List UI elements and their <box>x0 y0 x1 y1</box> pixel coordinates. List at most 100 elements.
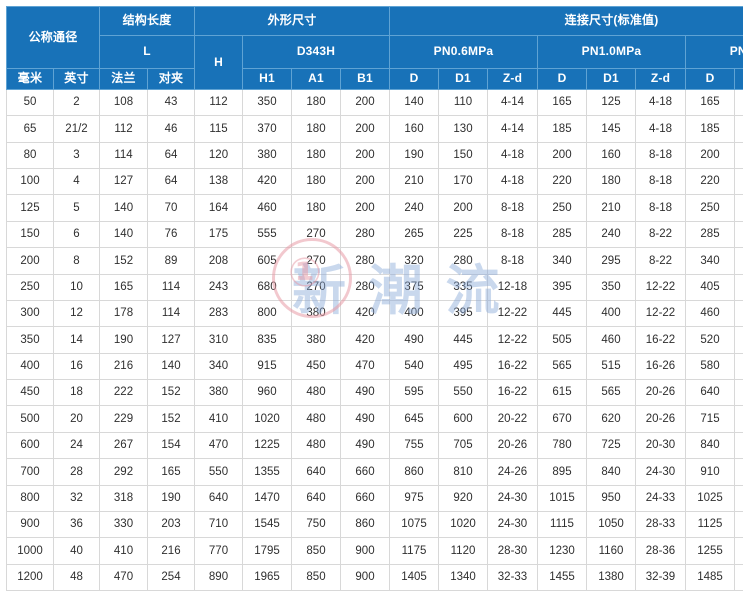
table-cell: 152 <box>148 406 195 432</box>
table-cell: 200 <box>538 142 587 168</box>
table-cell: 178 <box>100 300 148 326</box>
table-cell: 20-22 <box>488 406 538 432</box>
table-cell: 810 <box>439 459 488 485</box>
table-cell: 16-22 <box>636 327 686 353</box>
table-cell: 755 <box>390 432 439 458</box>
table-cell: 180 <box>292 195 341 221</box>
table-cell: 200 <box>341 116 390 142</box>
table-cell: 670 <box>538 406 587 432</box>
table-cell: 180 <box>292 142 341 168</box>
table-cell: 150 <box>439 142 488 168</box>
table-cell: 1050 <box>587 512 636 538</box>
table-cell: 470 <box>195 432 243 458</box>
table-cell: 890 <box>195 564 243 590</box>
table-cell: 16 <box>54 353 100 379</box>
table-cell: 185 <box>538 116 587 142</box>
table-cell: 895 <box>538 459 587 485</box>
table-cell: 1455 <box>538 564 587 590</box>
table-cell: 525 <box>735 353 743 379</box>
table-cell: 200 <box>341 142 390 168</box>
table-cell: 12-22 <box>488 300 538 326</box>
table-cell: 950 <box>735 485 743 511</box>
table-cell: 770 <box>195 538 243 564</box>
table-cell: 8-18 <box>488 221 538 247</box>
table-cell: 445 <box>439 327 488 353</box>
table-cell: 120 <box>195 142 243 168</box>
table-cell: 1485 <box>686 564 735 590</box>
table-cell: 18 <box>54 380 100 406</box>
table-cell: 320 <box>390 248 439 274</box>
table-cell: 340 <box>686 248 735 274</box>
table-cell: 850 <box>292 538 341 564</box>
table-cell: 164 <box>195 195 243 221</box>
table-cell: 210 <box>587 195 636 221</box>
table-cell: 222 <box>100 380 148 406</box>
table-cell: 375 <box>390 274 439 300</box>
table-cell: 705 <box>439 432 488 458</box>
table-cell: 2 <box>54 89 100 115</box>
table-cell: 335 <box>439 274 488 300</box>
table-cell: 180 <box>735 168 743 194</box>
table-cell: 8-18 <box>636 142 686 168</box>
header-row-group: 公称通径 结构长度 外形尺寸 连接尺寸(标准值) <box>7 7 743 36</box>
header-col-mm: 毫米 <box>7 69 54 90</box>
table-cell: 480 <box>292 406 341 432</box>
table-cell: 200 <box>341 168 390 194</box>
table-cell: 185 <box>686 116 735 142</box>
table-cell: 76 <box>148 221 195 247</box>
table-cell: 20-26 <box>636 380 686 406</box>
table-cell: 1125 <box>686 512 735 538</box>
table-cell: 270 <box>292 221 341 247</box>
table-cell: 340 <box>538 248 587 274</box>
table-cell: 200 <box>686 142 735 168</box>
table-cell: 16-26 <box>636 353 686 379</box>
table-cell: 318 <box>100 485 148 511</box>
table-cell: 355 <box>735 274 743 300</box>
table-cell: 1175 <box>390 538 439 564</box>
table-cell: 800 <box>243 300 292 326</box>
table-cell: 4-18 <box>636 116 686 142</box>
table-cell: 490 <box>341 406 390 432</box>
table-cell: 280 <box>341 274 390 300</box>
table-cell: 8-22 <box>636 248 686 274</box>
table-cell: 145 <box>587 116 636 142</box>
table-cell: 180 <box>292 168 341 194</box>
table-cell: 565 <box>538 353 587 379</box>
table-cell: 24-33 <box>636 485 686 511</box>
table-cell: 4-18 <box>488 168 538 194</box>
table-cell: 36 <box>54 512 100 538</box>
table-cell: 40 <box>54 538 100 564</box>
table-cell: 550 <box>195 459 243 485</box>
table-cell: 4-18 <box>636 89 686 115</box>
table-cell: 28 <box>54 459 100 485</box>
table-cell: 28-36 <box>636 538 686 564</box>
table-cell: 4-14 <box>488 116 538 142</box>
table-cell: 640 <box>292 485 341 511</box>
table-cell: 200 <box>7 248 54 274</box>
table-cell: 20-30 <box>636 432 686 458</box>
table-cell: 20 <box>54 406 100 432</box>
table-cell: 1000 <box>7 538 54 564</box>
table-cell: 115 <box>195 116 243 142</box>
table-cell: 12-22 <box>636 300 686 326</box>
table-cell: 292 <box>100 459 148 485</box>
table-cell: 645 <box>390 406 439 432</box>
table-cell: 350 <box>243 89 292 115</box>
table-cell: 1355 <box>243 459 292 485</box>
table-cell: 32-33 <box>488 564 538 590</box>
table-cell: 750 <box>292 512 341 538</box>
table-cell: 380 <box>195 380 243 406</box>
table-cell: 12-22 <box>636 274 686 300</box>
table-cell: 555 <box>243 221 292 247</box>
table-cell: 285 <box>538 221 587 247</box>
table-cell: 280 <box>439 248 488 274</box>
table-cell: 520 <box>686 327 735 353</box>
table-cell: 470 <box>341 353 390 379</box>
